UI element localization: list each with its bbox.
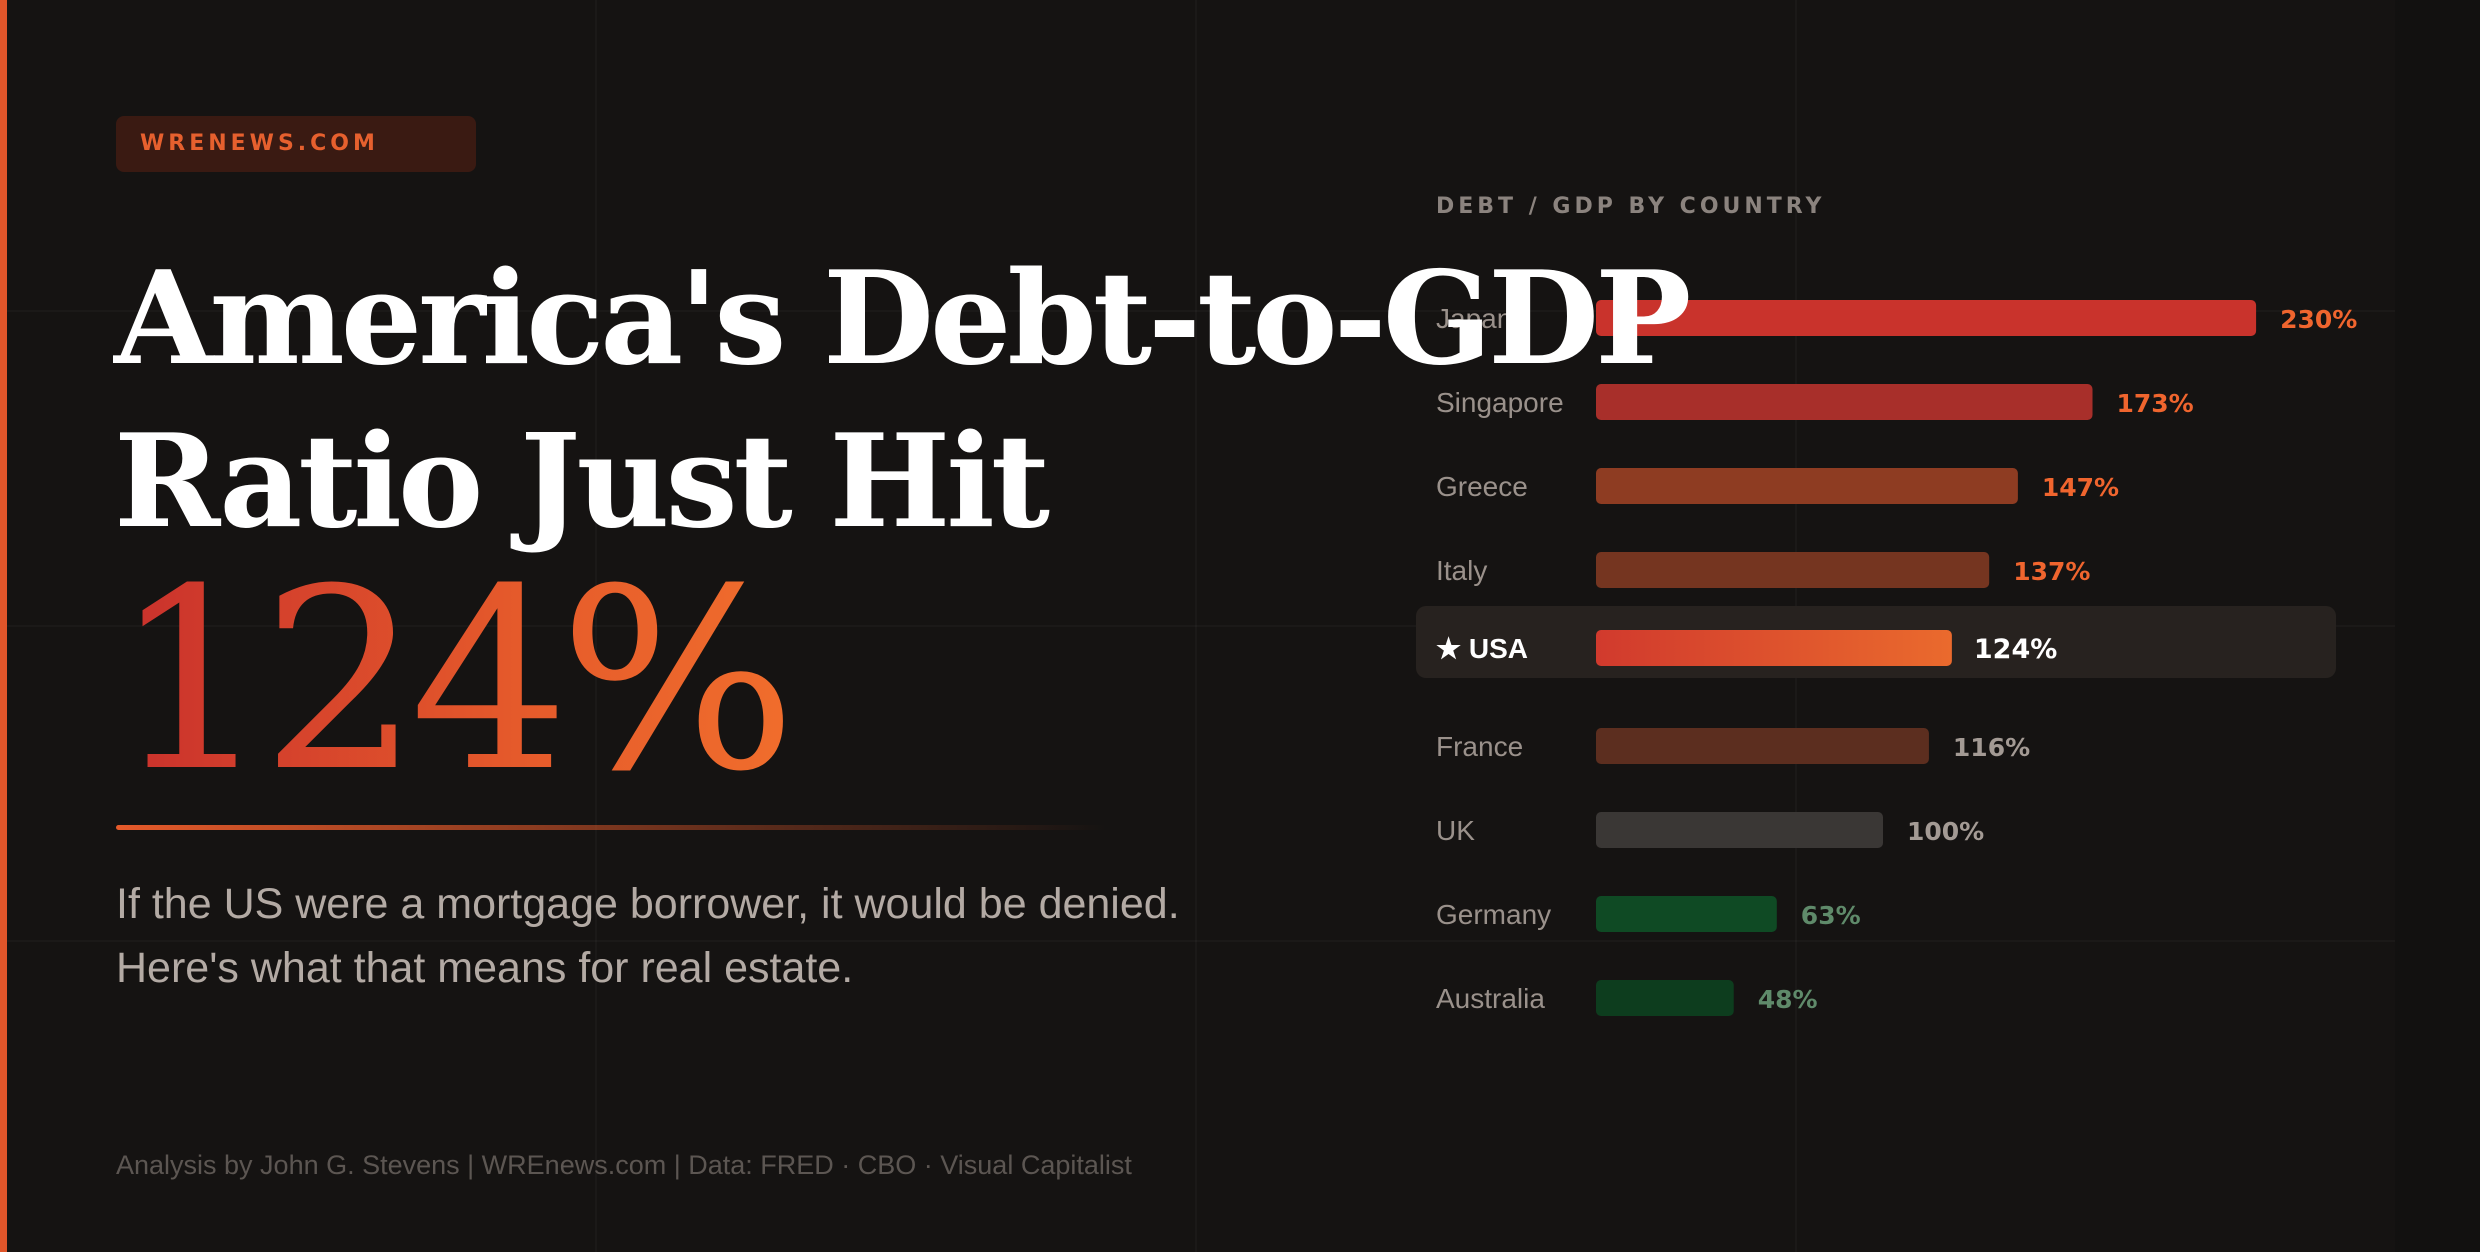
bar-australia	[1596, 980, 1734, 1016]
value-label-greece: 147%	[2042, 473, 2119, 502]
site-badge[interactable]: WRENEWS.COM	[116, 116, 476, 172]
category-label-australia: Australia	[1436, 983, 1545, 1014]
right-edge-strip	[2395, 0, 2480, 1252]
category-label-greece: Greece	[1436, 471, 1528, 502]
value-label-usa: 124%	[1974, 634, 2057, 665]
value-label-italy: 137%	[2013, 557, 2090, 586]
value-label-singapore: 173%	[2117, 389, 2194, 418]
subtitle-line-1: If the US were a mortgage borrower, it w…	[116, 880, 1180, 928]
headline-line-1: America's Debt-to-GDP	[114, 244, 1691, 394]
bar-usa	[1596, 630, 1952, 666]
category-label-italy: Italy	[1436, 555, 1487, 586]
category-label-uk: UK	[1436, 815, 1475, 846]
value-label-france: 116%	[1953, 733, 2030, 762]
bar-uk	[1596, 812, 1883, 848]
big-number: 124%	[112, 535, 797, 826]
chart-title: DEBT / GDP BY COUNTRY	[1436, 194, 1826, 219]
subtitle: If the US were a mortgage borrower, it w…	[116, 872, 1180, 1000]
accent-underline	[116, 825, 1106, 830]
bar-japan	[1596, 300, 2257, 336]
bar-italy	[1596, 552, 1990, 588]
headline-line-2: Ratio Just Hit	[114, 407, 1050, 557]
subtitle-line-2: Here's what that means for real estate.	[116, 944, 854, 992]
value-label-uk: 100%	[1907, 817, 1984, 846]
category-label-japan: Japan	[1436, 303, 1512, 334]
bar-france	[1596, 728, 1929, 764]
bar-germany	[1596, 896, 1777, 932]
category-label-germany: Germany	[1436, 899, 1551, 930]
credits: Analysis by John G. Stevens | WREnews.co…	[116, 1150, 1132, 1180]
value-label-germany: 63%	[1801, 901, 1861, 930]
category-label-singapore: Singapore	[1436, 387, 1564, 418]
value-label-japan: 230%	[2280, 305, 2357, 334]
headline: America's Debt-to-GDP Ratio Just Hit	[114, 238, 1691, 564]
value-label-australia: 48%	[1758, 985, 1818, 1014]
bar-singapore	[1596, 384, 2093, 420]
category-label-usa: ★ USA	[1436, 633, 1528, 664]
bar-greece	[1596, 468, 2018, 504]
category-label-france: France	[1436, 731, 1523, 762]
left-accent-bar	[0, 0, 7, 1252]
